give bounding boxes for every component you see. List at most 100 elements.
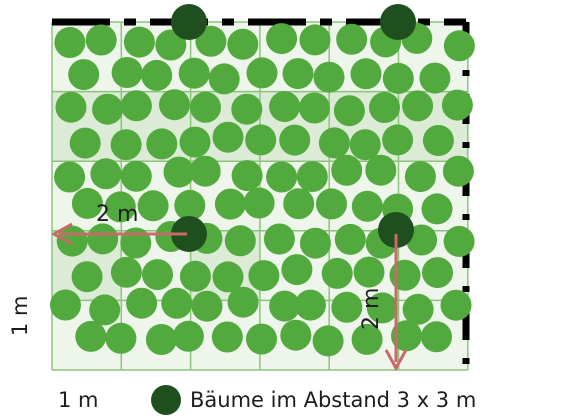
shrub-circle <box>211 321 243 353</box>
shrub-circle <box>174 189 206 221</box>
shrub-circle <box>351 323 383 355</box>
shrub-circle <box>441 89 473 121</box>
shrub-circle <box>161 287 193 319</box>
shrub-circle <box>54 27 86 58</box>
shrub-circle <box>224 225 256 257</box>
shrub-circle <box>178 57 210 89</box>
shrub-circle <box>391 320 422 352</box>
shrub-circle <box>110 129 142 161</box>
shrub-circle <box>336 23 368 55</box>
tree-circle <box>378 212 414 248</box>
tree-circle <box>171 4 207 40</box>
shrub-circle <box>50 289 81 321</box>
shrub-circle <box>227 28 259 60</box>
shrub-circle <box>351 190 383 222</box>
shrub-circle <box>266 23 298 55</box>
shrub-circle <box>313 61 345 93</box>
shrub-circle <box>137 190 169 222</box>
shrub-circle <box>214 188 246 220</box>
shrub-circle <box>422 257 453 289</box>
shrub-circle <box>321 257 353 289</box>
shrub-circle <box>366 292 398 324</box>
shrub-circle <box>141 59 173 91</box>
dimension-label-horizontal: 2 m <box>96 202 138 227</box>
shrub-circle <box>294 289 326 321</box>
shrub-circle <box>280 319 312 351</box>
shrub-circle <box>195 25 227 57</box>
shrub-circle <box>231 93 263 125</box>
shrub-circle <box>155 29 187 61</box>
shrub-circle <box>421 193 453 225</box>
shrub-circle <box>55 91 87 123</box>
scale-label-horizontal: 1 m <box>58 388 99 412</box>
shrub-circle <box>421 321 452 353</box>
shrub-circle <box>90 158 122 190</box>
shrub-circle <box>231 160 263 192</box>
shrub-circle <box>126 287 158 319</box>
shrub-circle <box>263 223 295 255</box>
shrub-circle <box>365 154 397 186</box>
shrub-circle <box>245 124 277 156</box>
shrub-circle <box>71 261 103 293</box>
shrub-circle <box>179 126 211 158</box>
shrub-circle <box>190 91 221 123</box>
shrub-circle <box>312 325 344 357</box>
shrub-circle <box>110 256 142 288</box>
shrub-circle <box>316 188 347 220</box>
shrub-circle <box>443 225 475 257</box>
shrub-circle <box>248 260 280 292</box>
tree-legend-icon <box>151 385 181 415</box>
shrub-circle <box>419 62 451 94</box>
shrub-circle <box>246 57 278 89</box>
shrub-circle <box>87 223 119 255</box>
shrub-circle <box>382 124 414 156</box>
shrub-circle <box>382 62 414 94</box>
shrub-circle <box>191 290 223 322</box>
tree-layer <box>171 4 416 252</box>
shrub-circle <box>212 121 244 153</box>
shrub-circle <box>123 26 155 58</box>
shrub-circle <box>281 254 313 286</box>
shrub-circle <box>353 256 385 288</box>
shrub-circle <box>440 289 472 321</box>
shrub-circle <box>69 127 101 159</box>
shrub-circle <box>120 227 152 259</box>
tree-circle <box>380 4 416 40</box>
shrub-circle <box>111 57 143 88</box>
shrub-circle <box>442 155 474 187</box>
shrub-circle <box>350 58 382 90</box>
shrub-circle <box>299 227 331 259</box>
arrow-horizontal-head <box>50 222 73 246</box>
shrub-circle <box>369 92 400 123</box>
legend-label: Bäume im Abstand 3 x 3 m <box>190 388 477 412</box>
shrub-circle <box>318 127 350 159</box>
shrub-circle <box>422 125 454 156</box>
shrub-circle <box>389 259 421 291</box>
shrub-circle <box>243 187 275 219</box>
shrub-circle <box>75 320 107 352</box>
shrub-circle <box>146 128 178 160</box>
shrub-circle <box>142 259 173 291</box>
shrub-circle <box>227 286 259 318</box>
shrub-circle <box>333 95 365 127</box>
shrub-circle <box>68 59 100 91</box>
shrub-circle <box>283 188 315 220</box>
shrub-circle <box>120 90 152 122</box>
shrub-circle <box>298 92 330 124</box>
shrub-circle <box>266 161 298 193</box>
scale-label-vertical: 1 m <box>8 295 32 337</box>
shrub-circle <box>89 294 121 326</box>
shrub-circle <box>404 161 436 193</box>
shrub-circle <box>282 58 314 90</box>
shrub-circle <box>71 187 103 219</box>
shrub-circle <box>172 320 204 352</box>
shrub-circle <box>120 160 152 192</box>
shrub-circle <box>163 156 195 188</box>
shrub-circle <box>208 63 240 95</box>
shrub-circle <box>334 223 366 255</box>
dimension-label-vertical: 2 m <box>359 288 384 330</box>
shrub-circle <box>443 30 475 62</box>
shrub-circle <box>296 161 328 193</box>
shrub-circle <box>159 89 190 121</box>
